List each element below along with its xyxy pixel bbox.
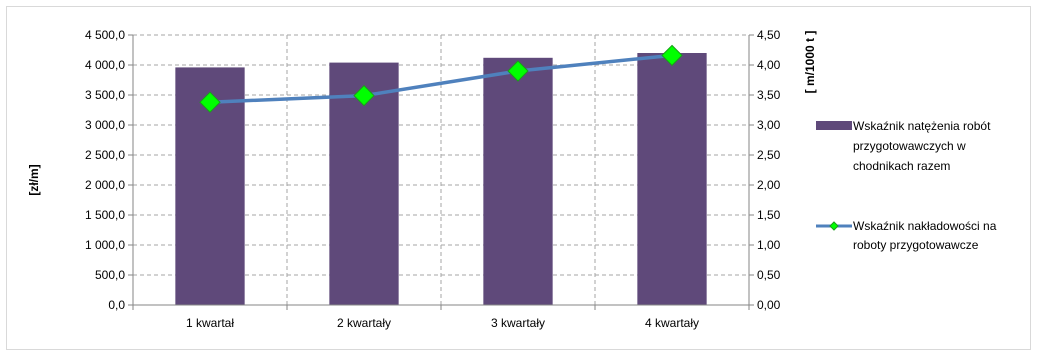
bar	[483, 57, 553, 305]
y2-tick-label: 1,50	[757, 208, 781, 222]
y-tick-label: 1 500,0	[85, 208, 125, 222]
axes	[128, 34, 754, 310]
y2-tick-label: 2,50	[757, 148, 781, 162]
line-series	[199, 44, 683, 113]
y-tick-label: 3 500,0	[85, 88, 125, 102]
y-tick-label: 4 000,0	[85, 58, 125, 72]
bar	[637, 53, 707, 305]
x-tick-label: 2 kwartały	[337, 316, 391, 330]
x-tick-label: 1 kwartał	[186, 316, 234, 330]
y-tick-label: 500,0	[95, 268, 125, 282]
legend-label-bar-line-3: chodnikach razem	[853, 159, 950, 173]
tick-labels: 0,0 0,00 500,0 0,50 1 000,0 1,00 1 500,0 1,50 2 …	[85, 28, 781, 330]
legend-swatch-bar	[816, 121, 852, 130]
y-tick-label: 0,0	[108, 298, 125, 312]
x-tick-label: 4 kwartały	[645, 316, 699, 330]
legend-swatch-marker	[829, 221, 839, 231]
legend-label-bar-line-2: przygotowawczych w	[853, 139, 966, 153]
y-tick-label: 2 000,0	[85, 178, 125, 192]
y2-tick-label: 0,00	[757, 298, 781, 312]
legend-label-line-line-1: Wskaźnik nakładowości na	[853, 219, 997, 233]
legend-label-bar-line-1: Wskaźnik natężenia robót	[853, 119, 991, 133]
legend-label-line-line-2: roboty przygotowawcze	[853, 238, 979, 252]
y2-tick-label: 0,50	[757, 268, 781, 282]
y-tick-label: 2 500,0	[85, 148, 125, 162]
series-line	[209, 53, 673, 104]
line-point	[353, 84, 375, 107]
y-axis-title: [zł/m]	[27, 164, 41, 195]
y-tick-label: 1 000,0	[85, 238, 125, 252]
y2-tick-label: 3,00	[757, 118, 781, 132]
y2-tick-label: 2,00	[757, 178, 781, 192]
y2-tick-label: 4,00	[757, 58, 781, 72]
legend: Wskaźnik natężenia robót przygotowawczyc…	[816, 119, 997, 252]
y-tick-label: 3 000,0	[85, 118, 125, 132]
line-point	[507, 60, 529, 82]
line-point	[199, 91, 221, 113]
line-point	[661, 44, 683, 67]
y-tick-label: 4 500,0	[85, 28, 125, 42]
y2-tick-label: 4,50	[757, 28, 781, 42]
y2-tick-label: 1,00	[757, 238, 781, 252]
y2-tick-label: 3,50	[757, 88, 781, 102]
x-tick-label: 3 kwartały	[491, 316, 545, 330]
y2-axis-title: [ m/1000 t ]	[803, 31, 817, 94]
